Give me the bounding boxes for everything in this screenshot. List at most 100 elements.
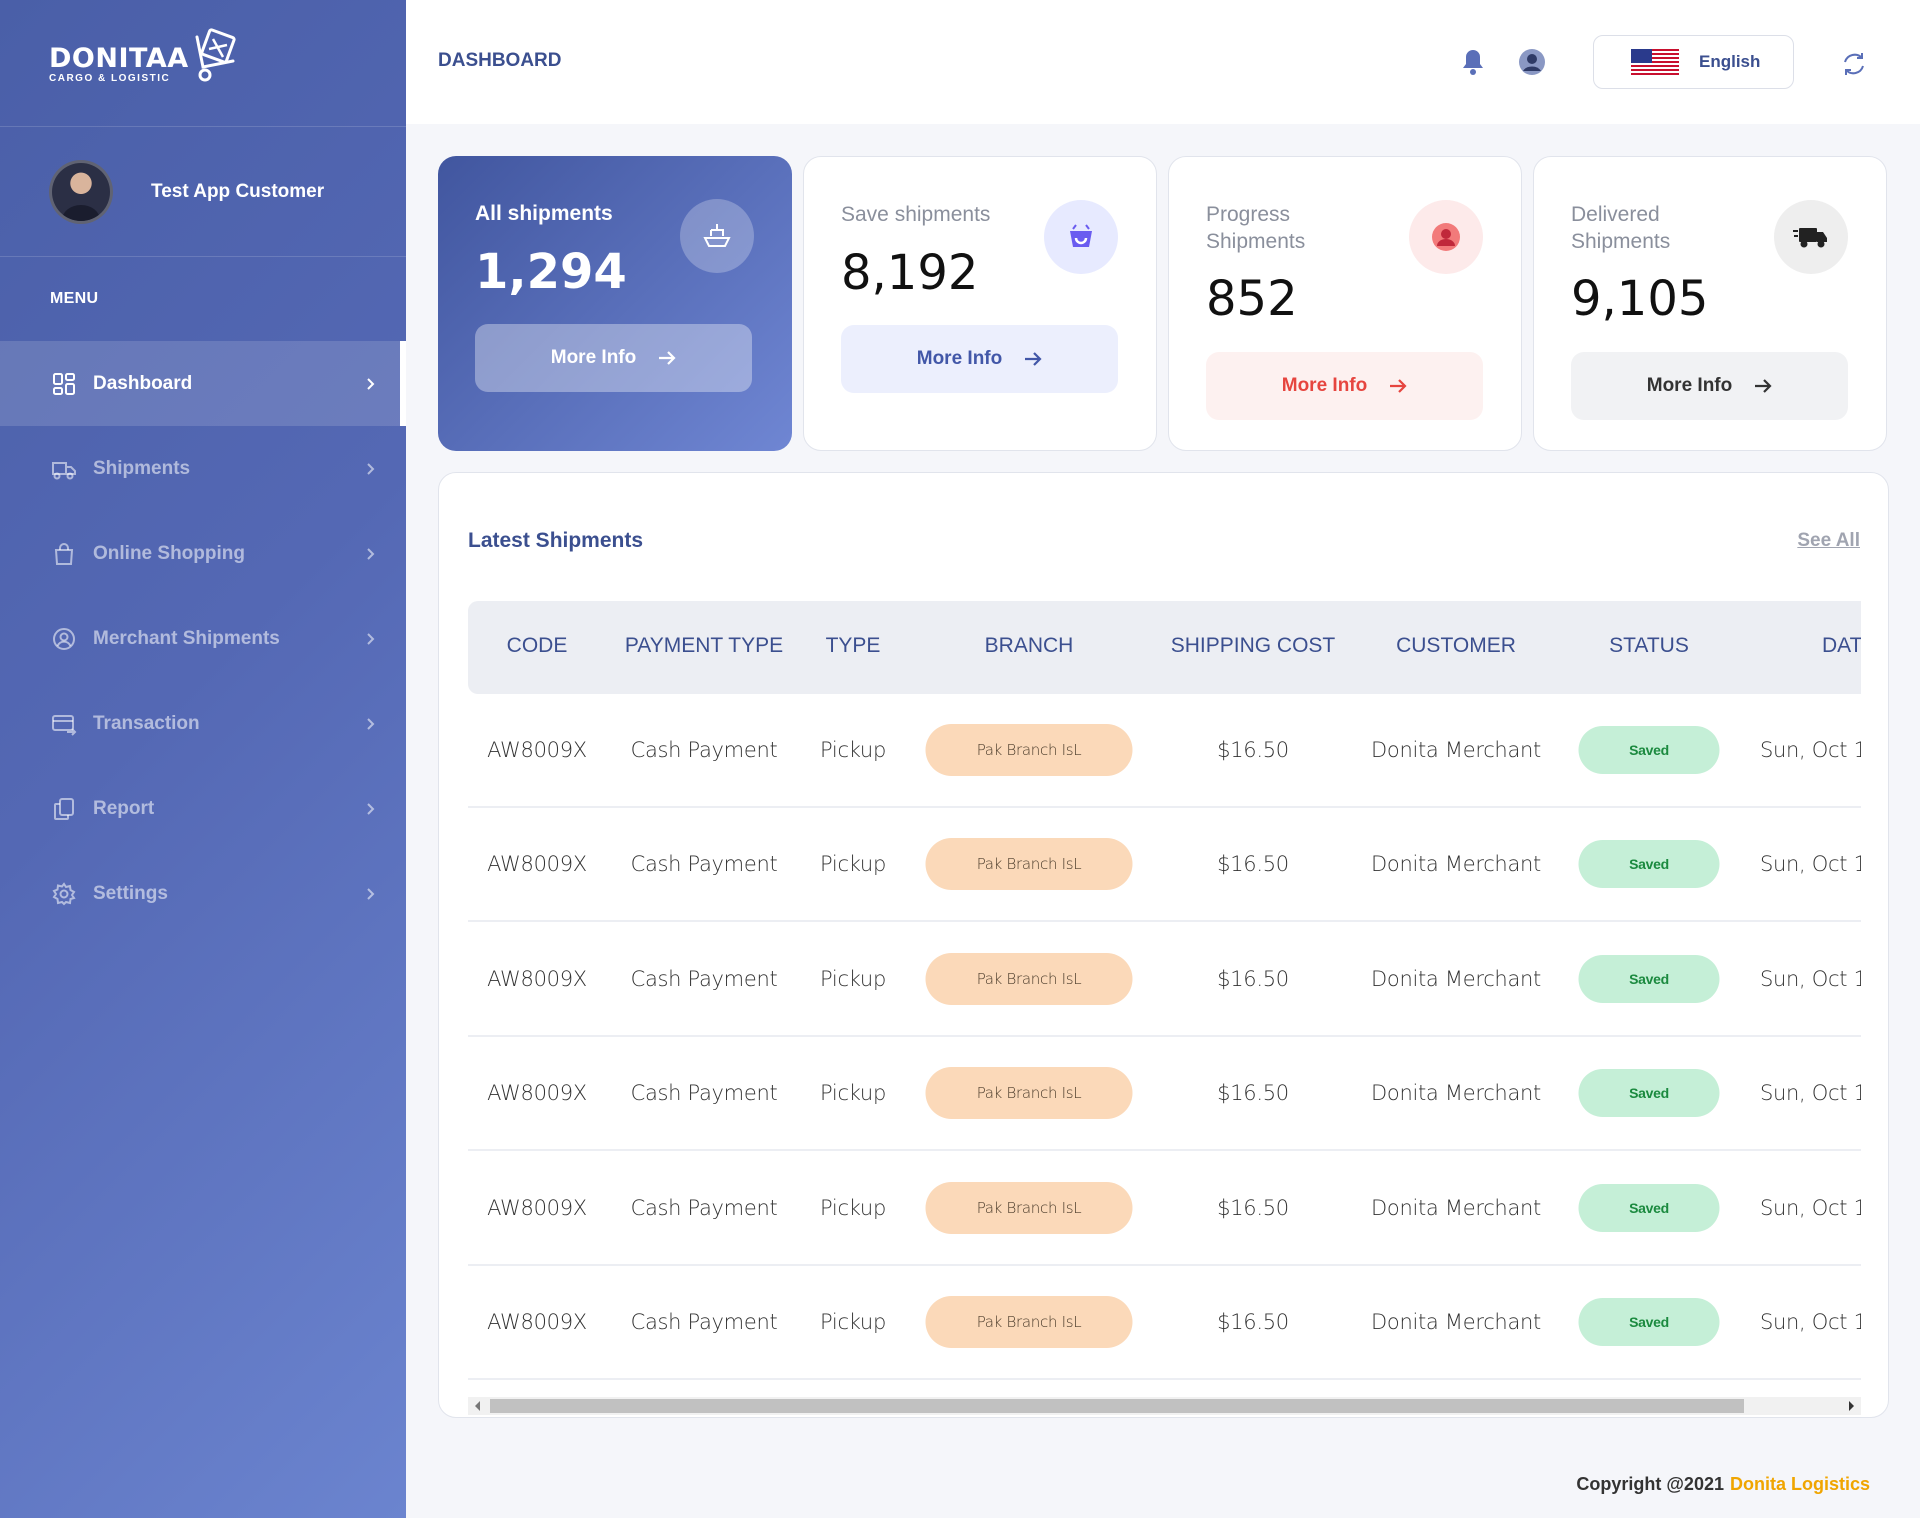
more-info-button[interactable]: More Info xyxy=(1206,352,1483,420)
card-title: Progress Shipments xyxy=(1206,203,1306,253)
chevron-right-icon xyxy=(367,462,375,475)
cell-type: Pickup xyxy=(820,852,886,877)
cell-customer: Donita Merchant xyxy=(1371,1310,1541,1334)
arrow-right-icon xyxy=(1025,352,1042,366)
cell-customer: Donita Merchant xyxy=(1371,1195,1541,1220)
cell-payment-type: Cash Payment xyxy=(630,1081,778,1106)
status-badge: Saved xyxy=(1578,954,1720,1003)
more-info-label: More Info xyxy=(550,347,637,368)
col-type[interactable]: TYPE xyxy=(825,634,881,657)
cell-date: Sun, Oct 15 xyxy=(1760,1081,1861,1106)
logo[interactable]: DONITAA CARGO & LOGISTIC xyxy=(0,0,406,127)
user-name: Test App Customer xyxy=(151,180,325,202)
cell-code: AW8009X xyxy=(487,1081,587,1106)
copy-icon xyxy=(51,796,77,822)
col-date[interactable]: DATE xyxy=(1822,634,1861,657)
sidebar-item-label: Merchant Shipments xyxy=(93,627,280,649)
status-badge: Saved xyxy=(1578,1069,1720,1118)
sidebar-item-dashboard[interactable]: Dashboard xyxy=(0,341,406,426)
sidebar: DONITAA CARGO & LOGISTIC Test App Custom… xyxy=(0,0,406,1518)
table-row[interactable]: AW8009X Cash Payment Pickup Pak Branch IsL $… xyxy=(468,923,1861,1037)
sidebar-item-report[interactable]: Report xyxy=(0,766,406,851)
branch-label: Pak Branch IsL xyxy=(925,1067,1133,1120)
horizontal-scrollbar[interactable] xyxy=(468,1397,1861,1415)
sidebar-item-transaction[interactable]: Transaction xyxy=(0,681,406,766)
language-label: English xyxy=(1699,52,1761,71)
branch-label: Pak Branch IsL xyxy=(925,724,1133,776)
table-row[interactable]: AW8009X Cash Payment Pickup Pak Branch IsL $… xyxy=(468,1152,1861,1266)
card-value: 1,294 xyxy=(475,244,627,300)
shipments-table: CODE PAYMENT TYPE TYPE BRANCH SHIPPING C… xyxy=(468,601,1861,1393)
cell-branch: Pak Branch IsL xyxy=(925,838,1133,891)
cell-payment-type: Cash Payment xyxy=(630,1195,778,1220)
cell-customer: Donita Merchant xyxy=(1371,966,1541,991)
sidebar-item-label: Settings xyxy=(93,882,168,904)
more-info-button[interactable]: More Info xyxy=(1571,352,1848,420)
cell-payment-type: Cash Payment xyxy=(630,852,778,877)
scroll-right-arrow[interactable] xyxy=(1849,1401,1854,1411)
card-progress-shipments: Progress Shipments 852 More Info xyxy=(1168,156,1522,451)
language-selector[interactable]: English xyxy=(1593,35,1794,89)
ship-icon xyxy=(680,199,754,273)
user-icon[interactable] xyxy=(1518,48,1546,81)
col-shipping-cost[interactable]: SHIPPING COST xyxy=(1170,634,1336,657)
cell-shipping-cost: $16.50 xyxy=(1217,1081,1289,1106)
more-info-button[interactable]: More Info xyxy=(841,325,1118,393)
cell-shipping-cost: $16.50 xyxy=(1217,1195,1289,1220)
col-branch[interactable]: BRANCH xyxy=(984,634,1074,657)
sidebar-item-label: Report xyxy=(93,797,155,819)
basket-icon xyxy=(1044,200,1118,274)
sidebar-item-shipments[interactable]: Shipments xyxy=(0,426,406,511)
table-row[interactable]: AW8009X Cash Payment Pickup Pak Branch IsL $… xyxy=(468,1037,1861,1152)
table-row[interactable]: AW8009X Cash Payment Pickup Pak Branch IsL $… xyxy=(468,1266,1861,1380)
cell-type: Pickup xyxy=(820,1195,886,1220)
scrollbar-thumb[interactable] xyxy=(490,1399,1744,1413)
cell-type: Pickup xyxy=(820,1310,886,1334)
shopping-bag-icon xyxy=(51,541,77,567)
footer: Copyright @2021 Donita Logistics xyxy=(406,1450,1920,1518)
col-customer[interactable]: CUSTOMER xyxy=(1396,634,1516,657)
branch-label: Pak Branch IsL xyxy=(925,952,1133,1005)
chevron-right-icon xyxy=(367,632,375,645)
cell-shipping-cost: $16.50 xyxy=(1217,738,1289,762)
menu-heading: MENU xyxy=(50,290,99,307)
avatar[interactable] xyxy=(49,159,113,224)
col-status[interactable]: STATUS xyxy=(1609,634,1689,657)
footer-brand-link[interactable]: Donita Logistics xyxy=(1729,1473,1870,1494)
more-info-label: More Info xyxy=(1281,375,1368,396)
bell-icon[interactable] xyxy=(1461,48,1485,81)
table-row[interactable]: AW8009X Cash Payment Pickup Pak Branch IsL $… xyxy=(468,808,1861,923)
scroll-left-arrow[interactable] xyxy=(475,1401,480,1411)
sidebar-item-label: Transaction xyxy=(93,712,200,734)
table-row[interactable]: AW8009X Cash Payment Pickup Pak Branch IsL $… xyxy=(468,694,1861,808)
col-payment-type[interactable]: PAYMENT TYPE xyxy=(624,634,784,657)
cell-code: AW8009X xyxy=(487,1310,587,1334)
truck-icon xyxy=(51,456,77,482)
cell-branch: Pak Branch IsL xyxy=(925,1296,1133,1348)
latest-shipments-panel: Latest Shipments See All CODE PAYMENT TY… xyxy=(438,472,1889,1418)
cell-branch: Pak Branch IsL xyxy=(925,1181,1133,1234)
user-profile[interactable]: Test App Customer xyxy=(0,127,406,257)
status-label: Saved xyxy=(1578,954,1720,1003)
card-value: 8,192 xyxy=(841,245,979,301)
see-all-link[interactable]: See All xyxy=(1797,530,1860,551)
status-badge: Saved xyxy=(1578,840,1720,889)
more-info-button[interactable]: More Info xyxy=(475,324,752,392)
logo-subtitle: CARGO & LOGISTIC xyxy=(49,72,171,84)
arrow-right-icon xyxy=(1755,379,1772,393)
chevron-right-icon xyxy=(367,377,375,390)
cell-type: Pickup xyxy=(820,1081,886,1106)
gear-icon xyxy=(51,881,77,907)
cell-date: Sun, Oct 15 xyxy=(1760,852,1861,877)
cell-branch: Pak Branch IsL xyxy=(925,952,1133,1005)
sidebar-item-online-shopping[interactable]: Online Shopping xyxy=(0,511,406,596)
chevron-right-icon xyxy=(367,547,375,560)
refresh-icon[interactable] xyxy=(1840,50,1868,83)
grid-icon xyxy=(51,371,77,397)
sidebar-item-merchant-shipments[interactable]: Merchant Shipments xyxy=(0,596,406,681)
col-code[interactable]: CODE xyxy=(506,634,568,657)
status-label: Saved xyxy=(1578,726,1720,774)
chevron-right-icon xyxy=(367,802,375,815)
cell-code: AW8009X xyxy=(487,738,587,762)
sidebar-item-settings[interactable]: Settings xyxy=(0,851,406,936)
